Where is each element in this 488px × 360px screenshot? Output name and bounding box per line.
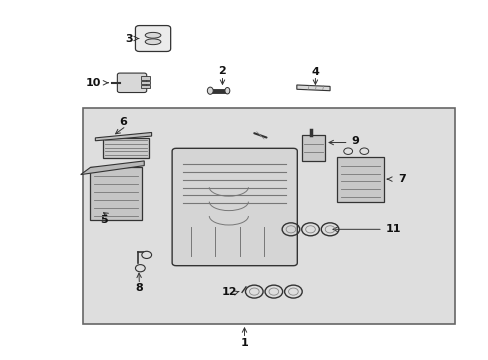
FancyBboxPatch shape [172,148,297,266]
Polygon shape [95,132,151,141]
Text: 4: 4 [311,67,319,77]
Bar [90,167,142,220]
Circle shape [142,251,151,258]
Bar [83,108,454,324]
Bar [141,85,149,88]
Text: 11: 11 [385,224,401,234]
Circle shape [343,148,352,154]
Ellipse shape [224,87,229,94]
FancyBboxPatch shape [117,73,146,93]
Bar [141,81,149,84]
Bar [141,76,149,80]
Ellipse shape [145,32,161,38]
Text: 1: 1 [240,338,248,348]
FancyBboxPatch shape [135,26,170,51]
Text: 5: 5 [100,215,107,225]
Bar [337,157,383,202]
Text: 7: 7 [397,174,405,184]
Text: 8: 8 [135,283,143,293]
Text: 2: 2 [218,66,226,76]
Text: 10: 10 [85,78,101,88]
Ellipse shape [207,87,213,94]
Text: 6: 6 [119,117,127,127]
Ellipse shape [145,39,161,45]
Circle shape [359,148,368,154]
Bar [301,135,325,161]
Text: 9: 9 [350,136,358,146]
Text: 3: 3 [125,33,133,44]
Polygon shape [296,85,329,91]
Bar [102,138,149,158]
Polygon shape [81,161,144,175]
Text: 12: 12 [221,287,237,297]
